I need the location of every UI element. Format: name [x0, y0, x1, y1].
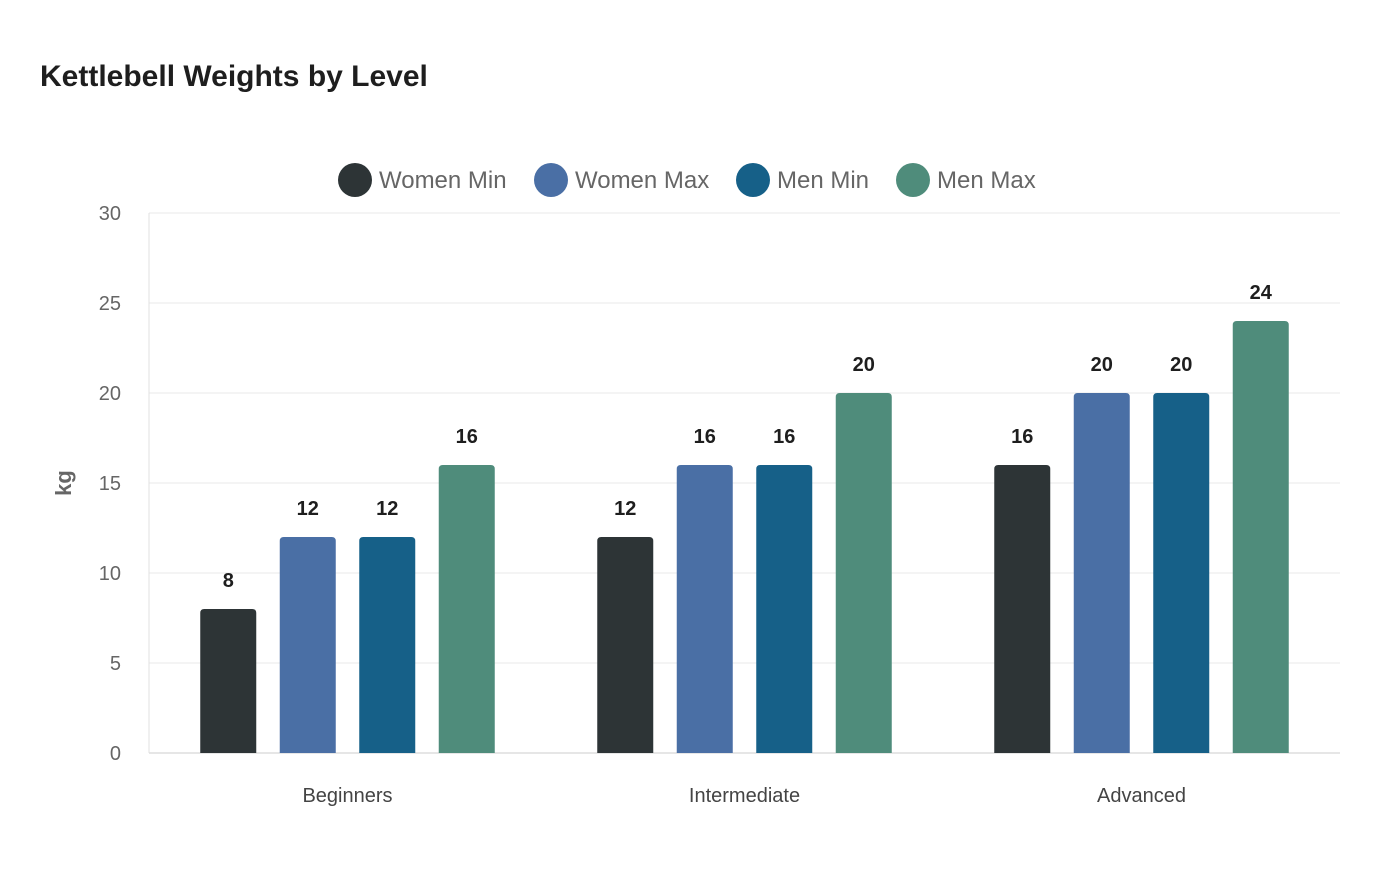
y-tick-label: 5 — [110, 653, 121, 675]
data-label: 24 — [1250, 282, 1273, 304]
y-tick-label: 15 — [99, 473, 121, 495]
y-tick-label: 20 — [99, 383, 121, 405]
data-label: 8 — [223, 570, 234, 592]
data-label: 16 — [456, 426, 478, 448]
legend-marker — [896, 163, 930, 197]
y-tick-label: 30 — [99, 203, 121, 225]
bar — [676, 465, 733, 753]
data-label: 16 — [773, 426, 795, 448]
x-tick-label: Beginners — [302, 785, 392, 807]
bar — [1073, 393, 1130, 753]
y-axis-label: kg — [51, 470, 76, 496]
bar — [200, 609, 257, 753]
data-label: 12 — [297, 498, 319, 520]
bar — [279, 537, 336, 753]
bar — [1232, 321, 1289, 753]
y-tick-label: 25 — [99, 293, 121, 315]
data-label: 20 — [1170, 354, 1192, 376]
bar — [835, 393, 892, 753]
data-label: 12 — [614, 498, 636, 520]
legend-marker — [338, 163, 372, 197]
bar — [359, 537, 416, 753]
bar — [756, 465, 813, 753]
bar — [994, 465, 1051, 753]
legend-label: Men Max — [937, 167, 1036, 194]
data-label: 20 — [1091, 354, 1113, 376]
y-tick-label: 10 — [99, 563, 121, 585]
data-label: 12 — [376, 498, 398, 520]
data-label: 16 — [694, 426, 716, 448]
legend-marker — [736, 163, 770, 197]
data-label: 16 — [1011, 426, 1033, 448]
x-tick-label: Advanced — [1097, 785, 1186, 807]
bar — [1153, 393, 1210, 753]
chart-title: Kettlebell Weights by Level — [40, 60, 428, 93]
legend-label: Women Min — [379, 167, 507, 194]
bar — [438, 465, 495, 753]
legend-marker — [534, 163, 568, 197]
x-tick-label: Intermediate — [689, 785, 800, 807]
y-tick-label: 0 — [110, 743, 121, 765]
data-label: 20 — [853, 354, 875, 376]
bar — [597, 537, 654, 753]
legend-label: Men Min — [777, 167, 869, 194]
legend-label: Women Max — [575, 167, 709, 194]
